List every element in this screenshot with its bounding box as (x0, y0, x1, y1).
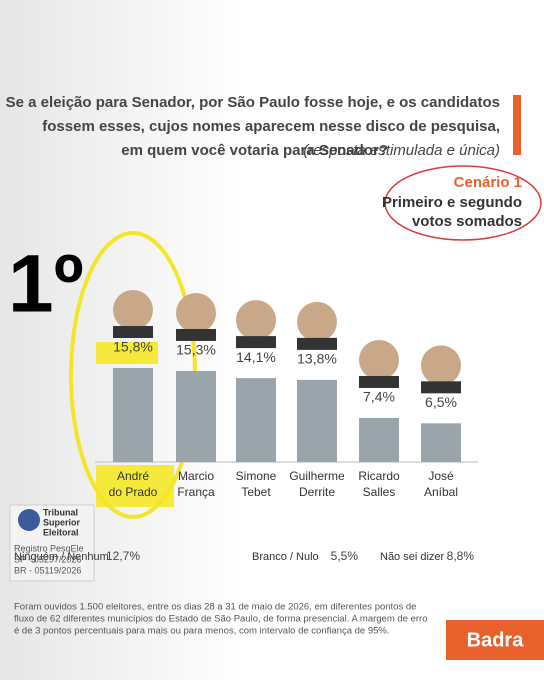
x-tick-label: André (117, 469, 149, 483)
registry-line: BR - 05119/2026 (14, 565, 81, 575)
x-tick-label: Tebet (241, 485, 271, 499)
registry-org: Tribunal (43, 507, 78, 517)
x-tick-label: Guilherme (289, 469, 345, 483)
bar (113, 367, 153, 462)
value-label: 13,8% (297, 351, 337, 367)
value-label: 6,5% (425, 394, 457, 410)
x-tick-label: Salles (363, 485, 396, 499)
candidate-photo (113, 289, 153, 330)
x-tick-label: José (428, 469, 454, 483)
candidate-photo (176, 292, 216, 333)
x-tick-label: Ricardo (358, 469, 400, 483)
bar (297, 379, 337, 462)
footer-line: Foram ouvidos 1.500 eleitores, entre os … (14, 602, 416, 613)
candidate-suit (297, 337, 337, 350)
tse-logo (18, 509, 40, 531)
footer-line: fluxo de 62 diferentes municípios do Est… (14, 614, 428, 625)
registry-box (9, 504, 95, 582)
other-value: 12,7% (106, 549, 140, 563)
value-label: 14,1% (236, 349, 276, 365)
x-tick-label: Marcio (178, 469, 214, 483)
x-tick-label: Aníbal (424, 485, 458, 499)
scenario-circle (384, 165, 542, 241)
rank: 1º (8, 239, 84, 330)
bar (421, 423, 461, 462)
scenario-note: Primeiro e segundo (382, 194, 522, 211)
value-label: 7,4% (363, 389, 395, 405)
other-label: Ninguém / Nenhum (14, 551, 109, 563)
brand-box (446, 620, 544, 660)
candidate-suit (113, 325, 153, 338)
candidate-photo (421, 345, 461, 386)
registry-org: Superior (43, 517, 81, 527)
title-note: (resposta estimulada e única) (303, 142, 500, 159)
title-line: Se a eleição para Senador, por São Paulo… (6, 94, 500, 111)
brand: Badra (467, 629, 525, 651)
registry-org: Eleitoral (43, 527, 79, 537)
candidate-photo (236, 300, 276, 341)
candidate-photo (297, 301, 337, 342)
highlight-label (96, 342, 158, 364)
footer-line: é de 3 pontos percentuais para mais ou p… (14, 626, 389, 637)
candidate-suit (236, 336, 276, 349)
bar (176, 370, 216, 462)
title-line: em quem você votaria para Senador? (121, 142, 388, 159)
bar (359, 417, 399, 462)
value-label: 15,8% (113, 339, 153, 355)
other-label: Branco / Nulo (252, 551, 319, 563)
registry-line: SP - 05297/2026 (14, 554, 81, 564)
accent-bar (513, 95, 521, 155)
x-tick-label: Derrite (299, 485, 335, 499)
candidate-suit (176, 328, 216, 341)
scenario: Cenário 1 (454, 174, 522, 191)
x-tick-label: do Prado (109, 485, 158, 499)
other-label: Não sei dizer (380, 551, 445, 563)
other-value: 8,8% (447, 549, 475, 563)
x-tick-label: França (177, 485, 215, 499)
scenario-note: votos somados (412, 213, 522, 230)
candidate-suit (421, 381, 461, 394)
other-value: 5,5% (331, 549, 359, 563)
title-line: fossem esses, cujos nomes aparecem nesse… (42, 118, 500, 135)
candidate-suit (359, 375, 399, 388)
value-label: 15,3% (176, 342, 216, 358)
x-tick-label: Simone (236, 469, 277, 483)
bar (236, 378, 276, 462)
candidate-photo (359, 339, 399, 380)
registry-line: Registro PesqEle (14, 543, 84, 553)
